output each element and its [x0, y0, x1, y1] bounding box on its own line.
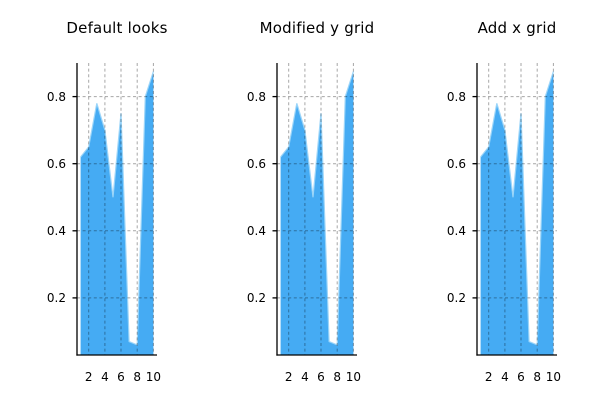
panel-title: Default looks	[66, 19, 168, 37]
y-tick-label: 0.2	[447, 291, 466, 305]
y-tick-label: 0.4	[47, 224, 66, 238]
x-tick-label: 6	[517, 370, 525, 384]
x-tick-label: 4	[501, 370, 509, 384]
y-tick-label: 0.6	[47, 157, 66, 171]
y-tick-label: 0.6	[247, 157, 266, 171]
y-tick-label: 0.4	[447, 224, 466, 238]
y-tick-label: 0.2	[47, 291, 66, 305]
panel-add-x-grid: Add x grid 0.2 0.4 0.6 0.8 2 4 6 8 10	[400, 0, 600, 400]
x-tick-label: 8	[533, 370, 541, 384]
x-tick-label: 8	[133, 370, 141, 384]
x-tick-label: 10	[346, 370, 361, 384]
panel-modified-y-grid: Modified y grid 0.2 0.4 0.6 0.8 2 4 6 8 10	[200, 0, 400, 400]
x-tick-label: 6	[317, 370, 325, 384]
x-tick-label: 10	[146, 370, 161, 384]
y-tick-label: 0.8	[247, 90, 266, 104]
panel-default-looks: Default looks 0.2 0.4 0.6 0.8 2 4 6 8 10	[0, 0, 200, 400]
x-tick-label: 4	[301, 370, 309, 384]
area-fill	[280, 71, 354, 356]
area-chart: 0.2 0.4 0.6 0.8 2 4 6 8 10	[47, 63, 161, 384]
y-tick-label: 0.2	[247, 291, 266, 305]
x-tick-label: 2	[485, 370, 493, 384]
x-tick-label: 2	[285, 370, 293, 384]
x-tick-label: 10	[546, 370, 561, 384]
x-tick-label: 8	[333, 370, 341, 384]
panel-title: Add x grid	[477, 19, 557, 37]
area-fill	[80, 71, 154, 356]
area-chart: 0.2 0.4 0.6 0.8 2 4 6 8 10	[447, 63, 561, 384]
area-fill	[480, 71, 554, 356]
y-tick-label: 0.6	[447, 157, 466, 171]
area-chart: 0.2 0.4 0.6 0.8 2 4 6 8 10	[247, 63, 361, 384]
x-tick-label: 4	[101, 370, 109, 384]
x-tick-label: 2	[85, 370, 93, 384]
y-tick-label: 0.8	[47, 90, 66, 104]
area-edge	[480, 71, 554, 346]
area-edge	[80, 71, 154, 346]
area-edge	[280, 71, 354, 346]
y-tick-label: 0.8	[447, 90, 466, 104]
x-tick-label: 6	[117, 370, 125, 384]
panel-title: Modified y grid	[259, 19, 375, 37]
y-tick-label: 0.4	[247, 224, 266, 238]
